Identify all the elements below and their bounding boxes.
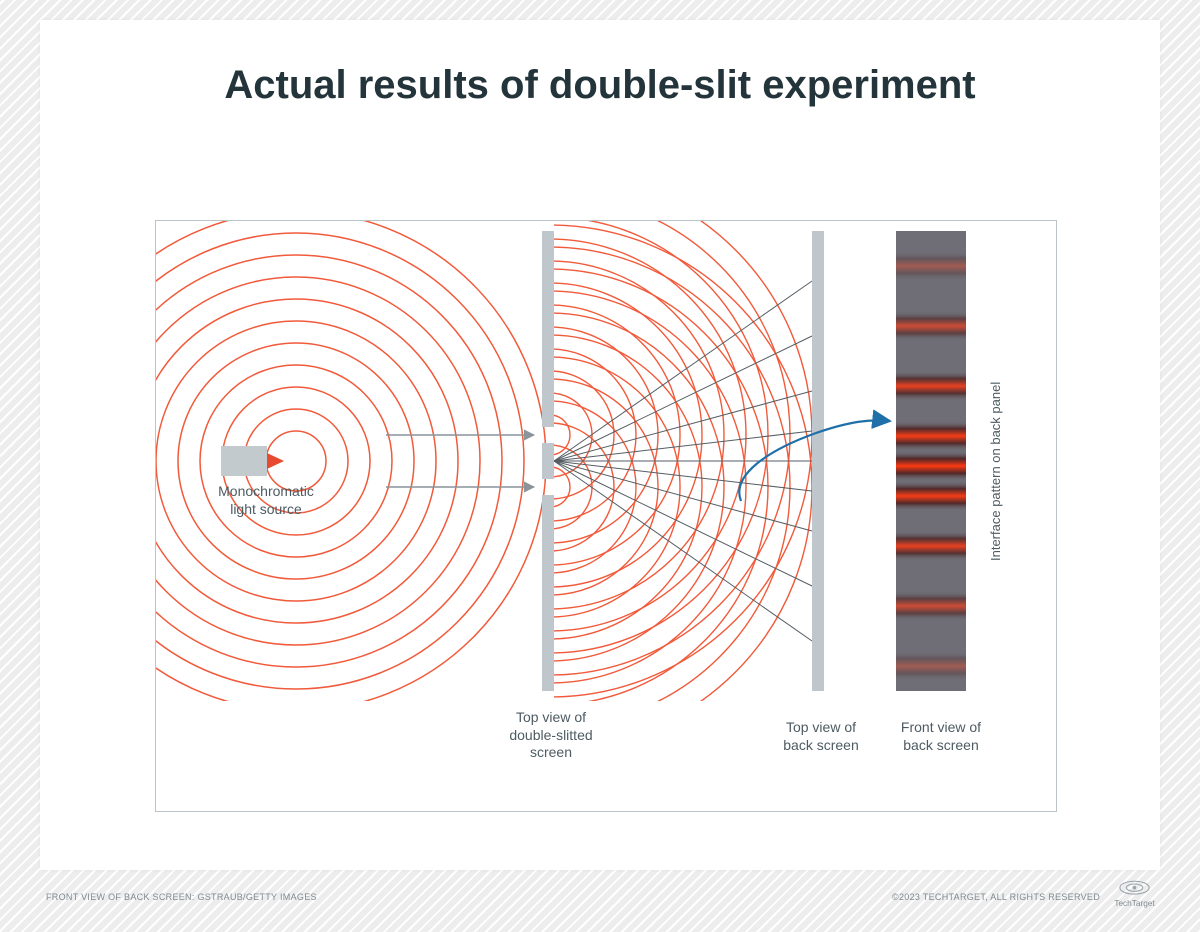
credit-left-text: FRONT VIEW OF BACK SCREEN: GSTRAUB/GETTY… — [46, 892, 317, 902]
back-screen-barrier — [812, 231, 824, 691]
light-source-label: Monochromaticlight source — [191, 483, 341, 518]
diagram-frame: Monochromaticlight source Top view ofdou… — [155, 220, 1057, 812]
light-source-icon — [221, 446, 284, 476]
content-card: Actual results of double-slit experiment — [40, 20, 1160, 870]
back-screen-top-label: Top view ofback screen — [756, 719, 886, 754]
interference-pattern — [896, 231, 966, 691]
back-screen-front-label: Front view ofback screen — [876, 719, 1006, 754]
techtarget-logo-icon: TechTarget — [1107, 878, 1162, 912]
logo-text: TechTarget — [1114, 899, 1155, 908]
credit-right-text: ©2023 TECHTARGET, ALL RIGHTS RESERVED — [892, 892, 1100, 902]
interface-pattern-label: Interface pattern on back panel — [988, 382, 1003, 561]
page-background: Actual results of double-slit experiment — [0, 0, 1200, 932]
double-slit-barrier — [542, 231, 554, 691]
diagram-title: Actual results of double-slit experiment — [40, 62, 1160, 108]
slit-screen-label: Top view ofdouble-slittedscreen — [486, 709, 616, 762]
